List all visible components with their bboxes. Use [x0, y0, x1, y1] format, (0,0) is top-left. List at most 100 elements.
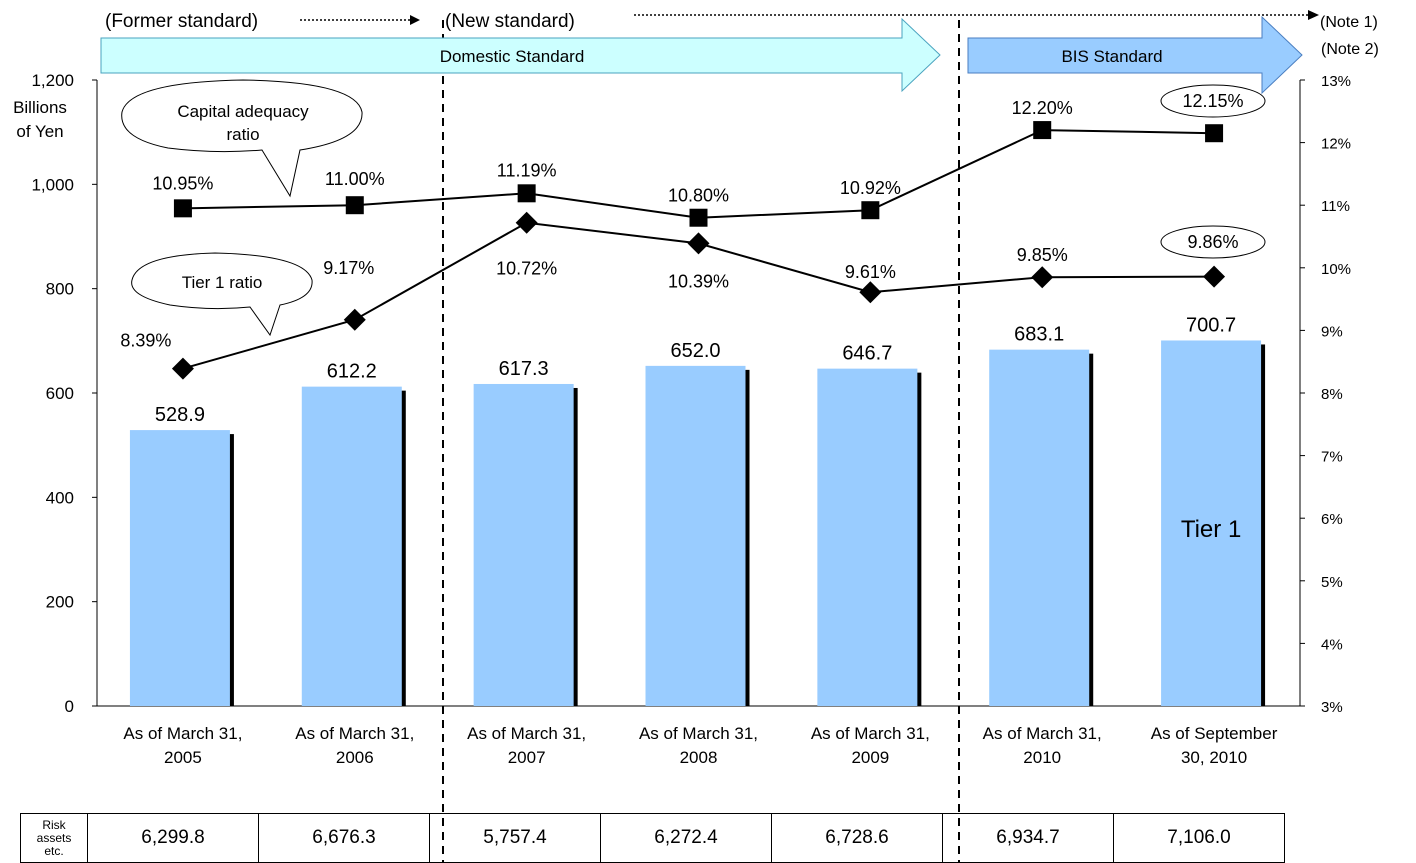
- square-marker: [173, 199, 192, 218]
- y-right-tick-label: 5%: [1321, 574, 1343, 591]
- bar-value-label: 652.0: [670, 340, 720, 362]
- x-category-label: 2010: [1023, 748, 1061, 767]
- square-marker: [1205, 124, 1224, 143]
- square-marker: [345, 196, 364, 215]
- x-category-label: 30, 2010: [1181, 748, 1247, 767]
- ratio-value-label: 10.95%: [152, 173, 213, 193]
- ratio-value-label: 8.39%: [120, 331, 171, 351]
- risk-assets-value: 6,676.3: [258, 813, 430, 863]
- y-right-tick-label: 8%: [1321, 386, 1343, 403]
- x-category-label: As of March 31,: [295, 724, 414, 743]
- x-category-label: As of September: [1151, 724, 1278, 743]
- x-category-label: As of March 31,: [467, 724, 586, 743]
- risk-assets-value: 6,728.6: [771, 813, 943, 863]
- y-right-tick-label: 4%: [1321, 636, 1343, 653]
- y-right-tick-label: 7%: [1321, 449, 1343, 466]
- x-category-label: 2008: [680, 748, 718, 767]
- bis-standard-arrow: [967, 15, 1303, 95]
- new-standard-label: (New standard): [445, 11, 575, 32]
- diamond-marker: [687, 232, 710, 255]
- y-right-tick-label: 12%: [1321, 136, 1351, 153]
- domestic-standard-label: Domestic Standard: [440, 47, 585, 66]
- y-left-tick-label: 0: [65, 697, 74, 716]
- bar-value-label: 683.1: [1014, 324, 1064, 346]
- square-marker: [689, 208, 708, 227]
- bar-value-label: 617.3: [499, 358, 549, 380]
- x-category-label: As of March 31,: [811, 724, 930, 743]
- y-left-tick-label: 400: [46, 488, 74, 507]
- square-marker: [1033, 121, 1052, 140]
- y-left-axis-label: of Yen: [16, 122, 63, 141]
- risk-assets-value: 6,272.4: [600, 813, 772, 863]
- bis-standard-label: BIS Standard: [1061, 47, 1162, 66]
- risk-assets-value: 6,934.7: [942, 813, 1114, 863]
- y-left-tick-label: 1,000: [31, 175, 74, 194]
- ratio-value-label: 10.39%: [668, 271, 729, 291]
- diamond-marker: [1203, 265, 1226, 288]
- risk-assets-value: 6,299.8: [87, 813, 259, 863]
- x-category-label: As of March 31,: [639, 724, 758, 743]
- risk-assets-label-line: etc.: [44, 843, 64, 858]
- ratio-value-label: 10.72%: [496, 259, 557, 279]
- bar: [645, 365, 746, 706]
- tier1-callout: [131, 252, 313, 337]
- domestic-standard-arrow: [100, 17, 941, 93]
- y-right-tick-label: 10%: [1321, 261, 1351, 278]
- ratio-value-label: 9.85%: [1017, 245, 1068, 265]
- risk-assets-label-line: Risk: [42, 817, 66, 832]
- ratio-value-label: 9.17%: [323, 258, 374, 278]
- y-left-axis-label: Billions: [13, 98, 67, 117]
- value-highlight-ellipse: [1160, 225, 1266, 259]
- arrowhead: [410, 15, 420, 25]
- risk-assets-value: 7,106.0: [1113, 813, 1285, 863]
- bar-value-label: 646.7: [842, 343, 892, 365]
- diamond-marker: [859, 281, 882, 304]
- tier1-callout-text: Tier 1 ratio: [182, 273, 263, 292]
- bar-series-label: Tier 1: [1181, 516, 1241, 543]
- x-category-label: 2007: [508, 748, 546, 767]
- square-marker: [517, 184, 536, 203]
- bar: [301, 386, 402, 706]
- y-right-tick-label: 9%: [1321, 323, 1343, 340]
- y-left-tick-label: 600: [46, 384, 74, 403]
- diamond-marker: [171, 357, 194, 380]
- note1-label: (Note 1): [1320, 14, 1378, 31]
- bar: [129, 430, 230, 706]
- ratio-value-label: 12.15%: [1182, 91, 1243, 111]
- y-right-tick-label: 13%: [1321, 73, 1351, 90]
- capital-adequacy-callout-text: ratio: [226, 125, 259, 144]
- risk-assets-label: Risk assets etc.: [20, 813, 88, 863]
- bar-value-label: 528.9: [155, 404, 205, 426]
- y-left-tick-label: 800: [46, 280, 74, 299]
- former-standard-label: (Former standard): [105, 11, 258, 32]
- bar: [817, 368, 918, 706]
- risk-assets-row: Risk assets etc. 6,299.8 6,676.3 5,757.4…: [20, 813, 1285, 863]
- ratio-value-label: 11.00%: [325, 169, 385, 189]
- x-category-label: 2009: [851, 748, 889, 767]
- bar-value-label: 612.2: [327, 361, 377, 383]
- square-marker: [861, 201, 880, 220]
- x-category-label: As of March 31,: [983, 724, 1102, 743]
- x-category-label: As of March 31,: [123, 724, 242, 743]
- x-category-label: 2006: [336, 748, 374, 767]
- note2-label: (Note 2): [1321, 41, 1379, 58]
- value-highlight-ellipse: [1160, 84, 1266, 118]
- capital-adequacy-callout: [121, 79, 363, 198]
- ratio-value-label: 11.19%: [497, 160, 557, 180]
- bar: [1161, 340, 1262, 706]
- ratio-value-label: 9.86%: [1187, 232, 1238, 252]
- diamond-marker: [343, 308, 366, 331]
- ratio-value-label: 9.61%: [845, 262, 896, 282]
- y-right-tick-label: 6%: [1321, 511, 1343, 528]
- y-left-tick-label: 200: [46, 593, 74, 612]
- x-category-label: 2005: [164, 748, 202, 767]
- arrowhead: [1308, 10, 1319, 20]
- y-right-tick-label: 11%: [1321, 198, 1350, 215]
- risk-assets-table: Risk assets etc. 6,299.8 6,676.3 5,757.4…: [20, 813, 1285, 863]
- bar: [989, 349, 1090, 706]
- y-left-tick-label: 1,200: [31, 71, 74, 90]
- bar-value-label: 700.7: [1186, 314, 1236, 336]
- diamond-marker: [1031, 266, 1054, 289]
- ratio-value-label: 10.92%: [840, 178, 901, 198]
